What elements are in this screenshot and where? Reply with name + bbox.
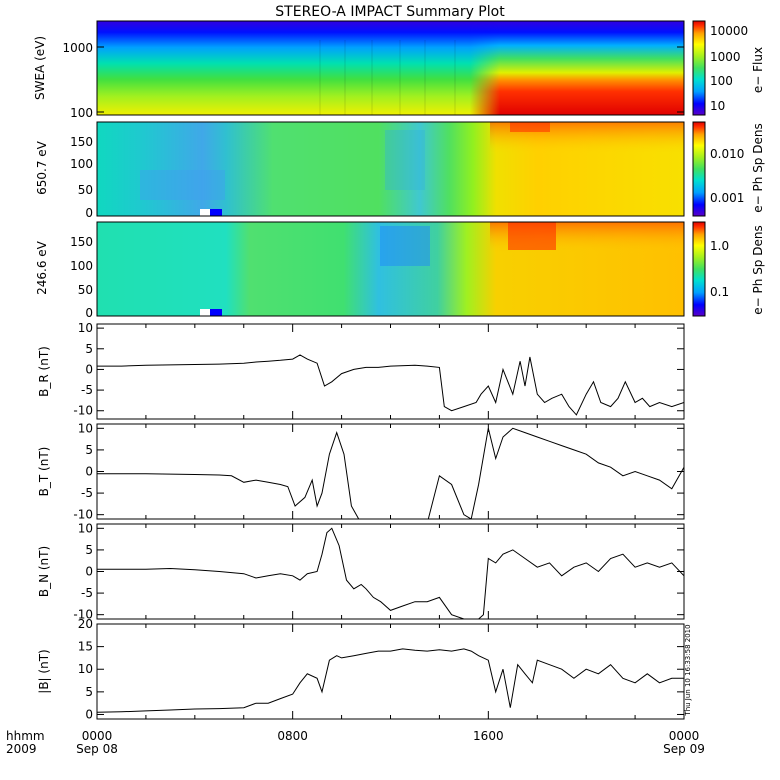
magnetic-field-panels: 10 5 0 -5 -10 B_R (nT) 10 5 0 -5 -10 B_T (nT) 10 5 0 -5… xyxy=(37,321,685,721)
swea-frame xyxy=(96,20,685,116)
ytick-label: 5 xyxy=(85,685,93,699)
ytick-label: 5 xyxy=(85,543,93,557)
pad246-ylabel: 246.6 eV xyxy=(35,240,49,295)
swea-cbar-label: e− Flux xyxy=(751,47,765,93)
ytick-label: 10 xyxy=(78,421,93,435)
swea-cbar-tick-100: 100 xyxy=(710,74,733,88)
line-panel-frame xyxy=(96,423,685,520)
xtick-time-label: 0000 xyxy=(669,729,700,743)
line-panel-frame xyxy=(96,623,685,720)
pad650-cbar-tick-0.001: 0.001 xyxy=(710,191,744,205)
ytick-label: -10 xyxy=(73,508,93,522)
line-panel-2: 10 5 0 -5 -10 B_N (nT) xyxy=(37,521,685,622)
ytick-label: -5 xyxy=(81,383,93,397)
ytick-label: -10 xyxy=(73,608,93,622)
ytick-label: 10 xyxy=(78,662,93,676)
xtick-time-label: 0800 xyxy=(277,729,308,743)
xtick-time-label: 1600 xyxy=(473,729,504,743)
swea-ylabel: SWEA (eV) xyxy=(33,36,47,100)
xtick-date-label: Sep 09 xyxy=(663,742,705,756)
pad650-spectrogram xyxy=(97,122,684,216)
xaxis-row2-label: 2009 xyxy=(6,742,37,756)
xaxis-row1-label: hhmm xyxy=(6,729,45,743)
ytick-label: -5 xyxy=(81,486,93,500)
ytick-label: 0 xyxy=(85,465,93,479)
swea-ytick-1000: 1000 xyxy=(62,41,93,55)
pad650-frame xyxy=(96,121,685,217)
pad650-cbar-label: e− Ph Sp Dens xyxy=(751,123,765,212)
line-panel-0: 10 5 0 -5 -10 B_R (nT) xyxy=(37,321,685,420)
ytick-label: 5 xyxy=(85,342,93,356)
plot-title: STEREO-A IMPACT Summary Plot xyxy=(275,4,505,20)
pad650-ytick-0: 0 xyxy=(85,206,93,220)
ytick-label: 0 xyxy=(85,362,93,376)
line-panel-ylabel: B_R (nT) xyxy=(37,346,51,397)
series-line-3-0 xyxy=(97,648,684,713)
pad246-spectrogram xyxy=(97,222,684,316)
line-panel-ylabel: B_T (nT) xyxy=(37,447,51,497)
timestamp-stamp: Thu Jun 10 16:33:58 2010 xyxy=(684,624,692,716)
xtick-date-label: Sep 08 xyxy=(76,742,118,756)
pad246-ytick-0: 0 xyxy=(85,306,93,320)
pad246-ytick-50: 50 xyxy=(78,283,93,297)
xtick-time-label: 0000 xyxy=(82,729,113,743)
line-panel-frame xyxy=(96,323,685,420)
line-panel-frame xyxy=(96,523,685,620)
pad246-cbar-label: e− Ph Sp Dens xyxy=(751,225,765,314)
swea-cbar-tick-10000: 10000 xyxy=(710,24,748,38)
pad650-ytick-50: 50 xyxy=(78,183,93,197)
ytick-label: 5 xyxy=(85,443,93,457)
line-panel-ylabel: B_N (nT) xyxy=(37,546,51,597)
pad246-ytick-150: 150 xyxy=(70,235,93,249)
pad650-colorbar xyxy=(692,121,706,217)
ytick-label: -5 xyxy=(81,586,93,600)
pad246-cbar-tick-1.0: 1.0 xyxy=(710,239,729,253)
line-panel-1: 10 5 0 -5 -10 B_T (nT) xyxy=(37,421,685,522)
ytick-label: 10 xyxy=(78,521,93,535)
series-line-2-0 xyxy=(97,527,684,619)
pad650-cbar-tick-0.010: 0.010 xyxy=(710,147,744,161)
series-line-0-0 xyxy=(97,354,684,416)
line-panel-3: 20 15 10 5 0 |B| (nT) xyxy=(37,617,685,721)
ytick-label: 10 xyxy=(78,321,93,335)
ytick-label: 0 xyxy=(85,707,93,721)
swea-ytick-marks xyxy=(97,46,684,113)
line-panel-ylabel: |B| (nT) xyxy=(37,649,51,693)
series-line-1-0 xyxy=(97,427,684,519)
pad246-frame xyxy=(96,221,685,317)
pad650-ytick-150: 150 xyxy=(70,135,93,149)
ytick-label: 15 xyxy=(78,640,93,654)
pad246-cbar-tick-0.1: 0.1 xyxy=(710,285,729,299)
swea-cbar-tick-1000: 1000 xyxy=(710,50,741,64)
pad650-ylabel: 650.7 eV xyxy=(35,140,49,195)
swea-spectrogram xyxy=(97,21,684,115)
pad650-ytick-100: 100 xyxy=(70,157,93,171)
pad246-ytick-100: 100 xyxy=(70,259,93,273)
pad246-colorbar xyxy=(692,221,706,317)
swea-cbar-tick-10: 10 xyxy=(710,99,725,113)
swea-colorbar xyxy=(692,20,706,116)
ytick-label: -10 xyxy=(73,404,93,418)
ytick-label: 0 xyxy=(85,565,93,579)
swea-ytick-100: 100 xyxy=(70,106,93,120)
ytick-label: 20 xyxy=(78,617,93,631)
